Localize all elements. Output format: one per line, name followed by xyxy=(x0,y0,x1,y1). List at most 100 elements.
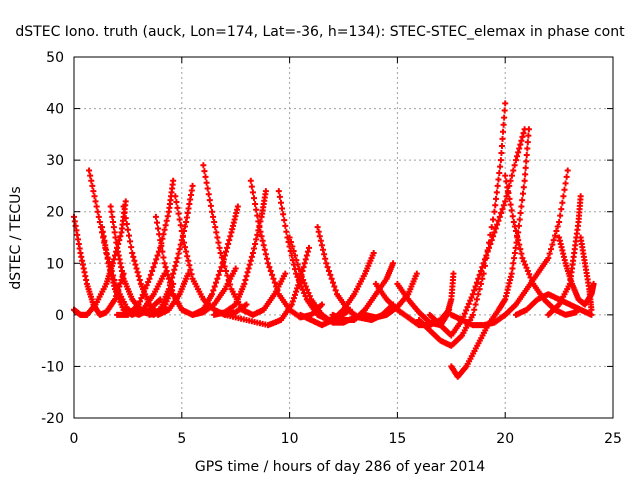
data-point xyxy=(560,193,567,200)
data-point xyxy=(318,301,325,308)
data-point xyxy=(217,249,224,256)
data-point xyxy=(262,251,269,258)
x-tick-label: 20 xyxy=(496,431,514,447)
data-point xyxy=(183,248,190,255)
data-point xyxy=(332,287,339,294)
data-point xyxy=(286,234,293,241)
data-point xyxy=(213,229,220,236)
data-point xyxy=(492,202,499,209)
data-point xyxy=(174,204,181,211)
data-point xyxy=(523,151,530,158)
data-point xyxy=(323,260,330,267)
data-point xyxy=(173,199,180,206)
data-point xyxy=(176,216,183,223)
data-point xyxy=(163,217,170,224)
series-29 xyxy=(512,291,595,318)
data-point xyxy=(297,270,304,277)
data-point xyxy=(157,237,164,244)
data-point xyxy=(498,142,505,149)
data-point xyxy=(559,199,566,206)
data-point xyxy=(214,275,221,282)
data-point xyxy=(552,232,559,239)
data-point xyxy=(550,237,557,244)
data-point xyxy=(291,252,298,259)
grid xyxy=(74,57,613,418)
data-point xyxy=(488,224,495,231)
data-point xyxy=(296,266,303,273)
data-point xyxy=(205,191,212,198)
data-point xyxy=(500,202,507,209)
data-point xyxy=(516,216,523,223)
data-point xyxy=(92,198,99,205)
data-point xyxy=(509,213,516,220)
data-point xyxy=(210,213,217,220)
data-point xyxy=(113,239,120,246)
series-7 xyxy=(114,177,177,318)
data-point xyxy=(510,219,517,226)
data-point xyxy=(127,238,134,245)
x-tick-label: 0 xyxy=(70,431,79,447)
y-axis-title: dSTEC / TECUs xyxy=(8,186,24,289)
data-point xyxy=(175,210,182,217)
data-point xyxy=(207,202,214,209)
data-point xyxy=(107,203,114,210)
data-point xyxy=(306,293,313,300)
data-point xyxy=(563,173,570,180)
data-point xyxy=(135,301,142,308)
data-point xyxy=(548,246,555,253)
data-point xyxy=(483,252,490,259)
data-point xyxy=(527,274,534,281)
series-21 xyxy=(362,270,420,321)
data-point xyxy=(143,282,150,289)
data-point xyxy=(519,133,526,140)
data-point xyxy=(306,244,313,251)
data-point xyxy=(267,268,274,275)
data-point xyxy=(170,177,177,184)
data-point xyxy=(110,224,117,231)
data-point xyxy=(149,268,156,275)
data-point xyxy=(516,145,523,152)
data-point xyxy=(95,213,102,220)
data-point xyxy=(520,258,527,265)
data-point xyxy=(498,210,505,217)
data-point xyxy=(556,219,563,226)
data-point xyxy=(413,270,420,277)
data-point xyxy=(301,280,308,287)
data-point xyxy=(471,306,478,313)
series-24 xyxy=(415,100,509,349)
data-point xyxy=(491,229,498,236)
data-point xyxy=(521,126,528,133)
data-point xyxy=(189,182,196,189)
data-point xyxy=(210,287,217,294)
data-point xyxy=(528,277,535,284)
data-point xyxy=(154,219,161,226)
data-point xyxy=(327,271,334,278)
data-point xyxy=(129,249,136,256)
data-point xyxy=(251,195,258,202)
data-point xyxy=(243,273,250,280)
data-point xyxy=(186,262,193,269)
data-point xyxy=(136,277,143,284)
data-point xyxy=(117,233,124,240)
data-point xyxy=(502,100,509,107)
data-point xyxy=(263,255,270,262)
data-point xyxy=(138,295,145,302)
data-point xyxy=(493,189,500,196)
data-point xyxy=(88,177,95,184)
y-tick-label: -10 xyxy=(41,359,64,375)
x-tick-label: 25 xyxy=(604,431,622,447)
data-point xyxy=(475,291,482,298)
data-point xyxy=(216,244,223,251)
data-point xyxy=(241,280,248,287)
data-point xyxy=(150,264,157,271)
data-point xyxy=(465,300,472,307)
y-tick-label: 10 xyxy=(46,256,64,272)
data-point xyxy=(259,237,266,244)
data-point xyxy=(289,243,296,250)
data-point xyxy=(134,269,141,276)
data-point xyxy=(208,208,215,215)
data-point xyxy=(252,200,259,207)
data-point xyxy=(492,225,499,232)
data-point xyxy=(282,222,289,229)
data-point xyxy=(315,228,322,235)
